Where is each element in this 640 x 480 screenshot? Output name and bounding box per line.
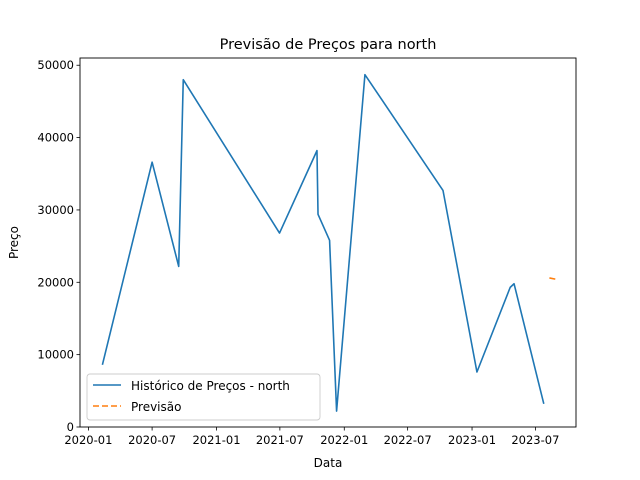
history-line: [101, 73, 545, 412]
axes-frame: [79, 57, 577, 428]
x-axis: 2020-01 2020-07 2021-01 2021-07 2022-01 2022-…: [64, 427, 559, 447]
x-tick-label: 2021-07: [256, 433, 304, 447]
y-axis-label: Preço: [7, 226, 21, 259]
y-tick-label: 20000: [37, 275, 74, 289]
legend: Histórico de Preços - north Previsão: [86, 373, 321, 421]
x-tick-label: 2023-01: [448, 433, 496, 447]
x-axis-label: Data: [314, 456, 343, 470]
plot-area: [101, 73, 557, 412]
y-tick-label: 50000: [37, 58, 74, 72]
x-tick-label: 2020-07: [128, 433, 176, 447]
y-tick-label: 0: [67, 420, 74, 434]
legend-label-forecast: Previsão: [131, 400, 181, 414]
x-tick-label: 2022-01: [320, 433, 368, 447]
y-tick-label: 30000: [37, 203, 74, 217]
y-tick-label: 40000: [37, 131, 74, 145]
x-tick-label: 2022-07: [384, 433, 432, 447]
legend-box: [86, 373, 321, 421]
y-axis: 0 10000 20000 30000 40000 50000: [37, 58, 80, 434]
forecast-line: [549, 277, 557, 281]
y-tick-label: 10000: [37, 348, 74, 362]
x-tick-label: 2021-01: [192, 433, 240, 447]
chart-title: Previsão de Preços para north: [220, 37, 437, 53]
legend-label-history: Histórico de Preços - north: [131, 379, 290, 393]
x-tick-label: 2020-01: [64, 433, 112, 447]
x-tick-label: 2023-07: [511, 433, 559, 447]
